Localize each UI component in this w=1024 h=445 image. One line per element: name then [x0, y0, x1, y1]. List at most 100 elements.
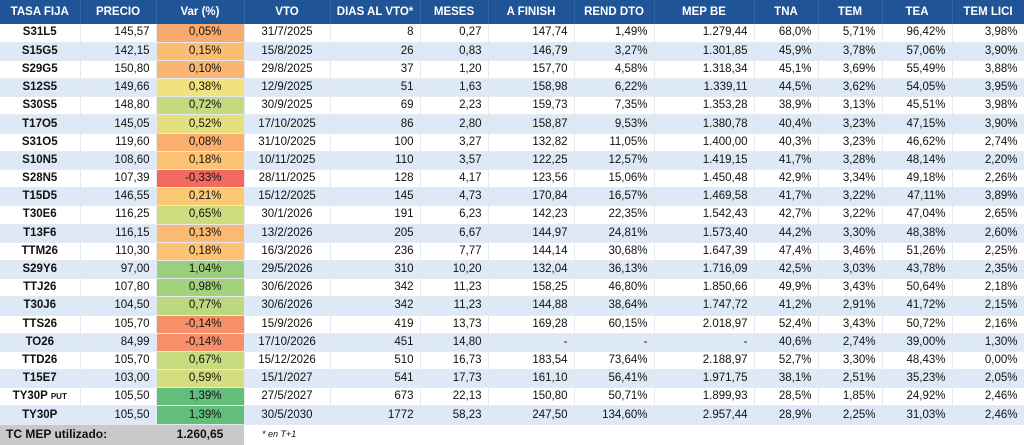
maturity-cell: 31/10/2025 [244, 133, 331, 152]
maturity-cell: 15/12/2025 [244, 187, 331, 207]
table-row: S29Y6 97,00 1,04% 29/5/2026 310 10,20 132,04 36… [0, 260, 1024, 280]
ticker-cell: S29G5 [0, 60, 81, 80]
price-cell: 104,50 [80, 296, 157, 316]
maturity-cell: 30/6/2026 [244, 296, 331, 316]
yield-cell: 9,53% [574, 114, 655, 134]
months-cell: 0,27 [420, 24, 489, 43]
tem-cell: 2,51% [818, 369, 883, 389]
maturity-cell: 16/3/2026 [244, 242, 331, 261]
mep-breakeven-cell: 1.279,44 [654, 24, 755, 43]
ticker-symbol: S29Y6 [22, 263, 58, 276]
yield-cell: 73,64% [574, 351, 655, 371]
tem-cell: 3,62% [818, 78, 883, 98]
ticker-symbol: TO26 [25, 335, 55, 348]
col-header-ticker: TASA FIJA [0, 0, 81, 24]
yield-cell: 12,57% [574, 151, 655, 171]
table-row: T15E7 103,00 0,59% 15/1/2027 541 17,73 161,10 5… [0, 369, 1024, 389]
months-cell: 4,73 [420, 187, 489, 207]
ticker-symbol: S15G5 [21, 44, 58, 57]
yield-cell: 7,35% [574, 96, 655, 116]
tem-lici-cell: 2,05% [952, 369, 1024, 389]
final-value-cell: 123,56 [488, 169, 575, 189]
final-value-cell: 158,25 [488, 278, 575, 298]
yield-cell: 24,81% [574, 224, 655, 243]
maturity-cell: 30/6/2026 [244, 278, 331, 298]
mep-breakeven-cell: 1.318,34 [654, 60, 755, 80]
tem-cell: 3,43% [818, 278, 883, 298]
price-cell: 142,15 [80, 42, 157, 61]
col-header-mep-breakeven: MEP BE [654, 0, 755, 24]
final-value-cell: 169,28 [488, 315, 575, 334]
tna-cell: 38,1% [754, 369, 819, 389]
price-cell: 107,80 [80, 278, 157, 298]
yield-cell: 1,49% [574, 24, 655, 43]
months-cell: 2,80 [420, 114, 489, 134]
tea-cell: 31,03% [882, 405, 953, 425]
tea-cell: 50,72% [882, 315, 953, 334]
mep-breakeven-cell: 1.419,15 [654, 151, 755, 171]
final-value-cell: 183,54 [488, 351, 575, 371]
days-cell: 100 [330, 133, 421, 152]
col-header-price: PRECIO [80, 0, 157, 24]
months-cell: 6,67 [420, 224, 489, 243]
ticker-symbol: S31L5 [22, 26, 57, 39]
mep-breakeven-cell: 1.573,40 [654, 224, 755, 243]
table-row: S30S5 148,80 0,72% 30/9/2025 69 2,23 159,73 7,3… [0, 96, 1024, 116]
mep-breakeven-cell: 1.469,58 [654, 187, 755, 207]
mep-breakeven-cell: 1.542,43 [654, 205, 755, 225]
price-cell: 110,30 [80, 242, 157, 261]
tea-cell: 35,23% [882, 369, 953, 389]
ticker-symbol: S30S5 [22, 99, 58, 112]
mep-breakeven-cell: - [654, 333, 755, 352]
months-cell: 3,57 [420, 151, 489, 171]
mep-breakeven-cell: 2.188,97 [654, 351, 755, 371]
days-cell: 51 [330, 78, 421, 98]
ticker-cell: S31O5 [0, 133, 81, 152]
change-cell: 0,77% [156, 296, 245, 316]
tem-cell: 3,69% [818, 60, 883, 80]
ticker-cell: T13F6 [0, 224, 81, 243]
tea-cell: 49,18% [882, 169, 953, 189]
final-value-cell: 144,97 [488, 224, 575, 243]
months-cell: 7,77 [420, 242, 489, 261]
final-value-cell: 142,23 [488, 205, 575, 225]
tna-cell: 42,7% [754, 205, 819, 225]
mep-rate-label: TC MEP utilizado: [0, 424, 156, 445]
days-cell: 310 [330, 260, 421, 280]
price-cell: 84,99 [80, 333, 157, 352]
final-value-cell: - [488, 333, 575, 352]
ticker-cell: S29Y6 [0, 260, 81, 280]
maturity-cell: 13/2/2026 [244, 224, 331, 243]
ticker-symbol: TTD26 [22, 353, 58, 366]
maturity-cell: 17/10/2026 [244, 333, 331, 352]
tna-cell: 40,6% [754, 333, 819, 352]
ticker-cell: TTJ26 [0, 278, 81, 298]
tem-lici-cell: 3,90% [952, 42, 1024, 61]
tea-cell: 48,43% [882, 351, 953, 371]
ticker-symbol: TTM26 [21, 244, 58, 257]
months-cell: 3,27 [420, 133, 489, 152]
days-cell: 342 [330, 296, 421, 316]
final-value-cell: 157,70 [488, 60, 575, 80]
tea-cell: 51,26% [882, 242, 953, 261]
table-row: TY30P 105,50 1,39% 30/5/2030 1772 58,23 247,50… [0, 405, 1024, 425]
maturity-cell: 15/12/2026 [244, 351, 331, 371]
tem-cell: 3,28% [818, 151, 883, 171]
price-cell: 105,50 [80, 387, 157, 407]
tna-cell: 42,9% [754, 169, 819, 189]
months-cell: 13,73 [420, 315, 489, 334]
days-cell: 69 [330, 96, 421, 116]
final-value-cell: 144,88 [488, 296, 575, 316]
tem-lici-cell: 2,35% [952, 260, 1024, 280]
months-cell: 4,17 [420, 169, 489, 189]
days-cell: 342 [330, 278, 421, 298]
settlement-note: * en T+1 [244, 424, 420, 445]
col-header-final-value: A FINISH [488, 0, 575, 24]
mep-breakeven-cell: 1.301,85 [654, 42, 755, 61]
change-cell: 0,52% [156, 114, 245, 134]
maturity-cell: 31/7/2025 [244, 24, 331, 43]
ticker-symbol: T30E6 [22, 208, 57, 221]
table-row: S31O5 119,60 0,08% 31/10/2025 100 3,27 132,82 1… [0, 133, 1024, 152]
tem-cell: 2,74% [818, 333, 883, 352]
